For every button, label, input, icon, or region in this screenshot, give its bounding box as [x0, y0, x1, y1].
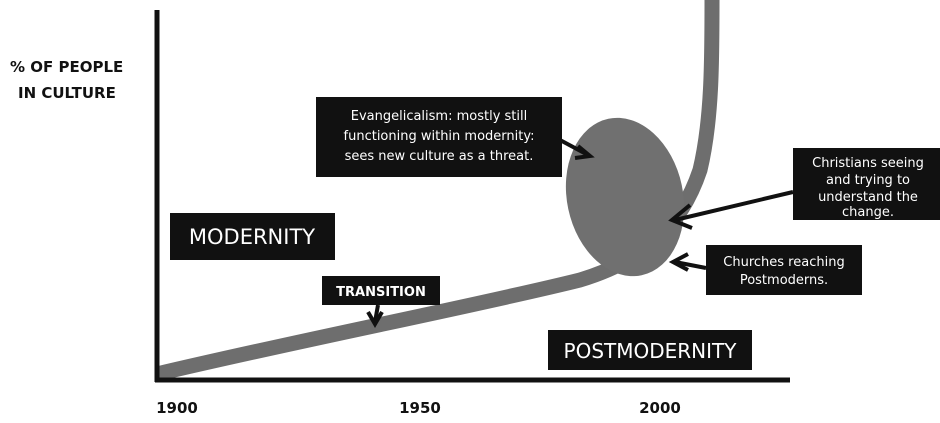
transition-box	[322, 276, 440, 305]
label: MODERNITY	[189, 225, 315, 249]
label: Christians seeing	[812, 156, 924, 171]
label: TRANSITION	[336, 285, 426, 300]
x-tick-label: 1950	[399, 399, 441, 417]
modernity-box	[170, 213, 335, 260]
label: change.	[842, 205, 894, 220]
label: sees new culture as a threat.	[345, 149, 534, 164]
y-axis-label: IN CULTURE	[18, 84, 116, 102]
overlap-ellipse	[565, 117, 685, 277]
label: Evangelicalism: mostly still	[351, 109, 528, 124]
arrows	[366, 138, 794, 328]
label: Churches reaching	[723, 255, 844, 270]
x-tick-label: 1900	[156, 399, 198, 417]
label: functioning within modernity:	[344, 129, 535, 144]
label: Postmoderns.	[740, 273, 828, 288]
label: and trying to	[826, 173, 910, 188]
christians-box	[793, 148, 940, 220]
y-axis-label: % OF PEOPLE	[10, 58, 123, 76]
label: POSTMODERNITY	[564, 339, 738, 363]
label: understand the	[818, 190, 918, 205]
evangelicalism-box	[316, 97, 562, 177]
x-tick-label: 2000	[639, 399, 681, 417]
postmodernity-box	[548, 330, 752, 370]
churches-box	[706, 245, 862, 295]
